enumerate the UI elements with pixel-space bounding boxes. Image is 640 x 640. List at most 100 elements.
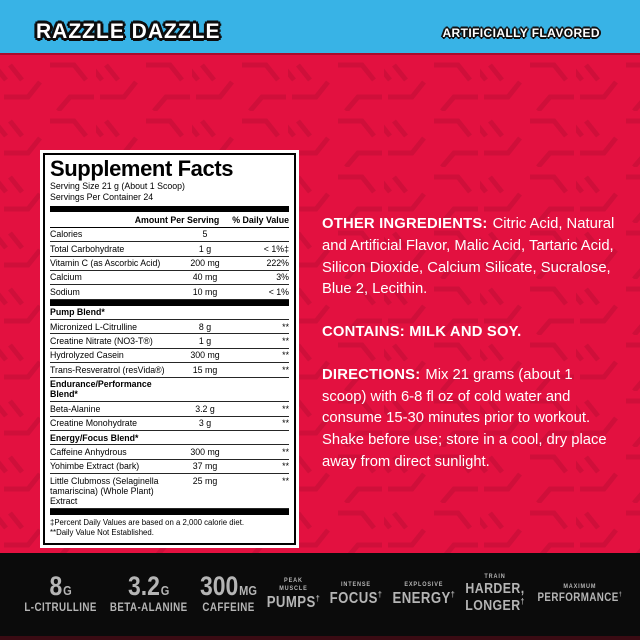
stats-bar: 8G L-CITRULLINE 3.2G BETA-ALANINE 300MG CAFFE… <box>0 553 640 640</box>
footnote-line: **Daily Value Not Established. <box>50 528 154 538</box>
table-row: Yohimbe Extract (bark) 37 mg ** <box>50 460 289 475</box>
nutrient-daily-value: ** <box>282 418 289 429</box>
supplement-facts-frame: Supplement Facts Serving Size 21 g (Abou… <box>43 153 296 546</box>
stat-item: 3.2G BETA-ALANINE <box>110 573 188 615</box>
table-row: Calories 5 <box>50 228 289 243</box>
table-divider <box>50 205 289 212</box>
nutrient-daily-value: 3% <box>276 272 289 283</box>
nutrient-daily-value: ** <box>282 364 289 375</box>
serving-size: Serving Size 21 g (About 1 Scoop) <box>50 180 185 191</box>
nutrient-name: Calcium <box>50 272 82 283</box>
table-row: Trans-Resveratrol (resVida®) 15 mg ** <box>50 363 289 378</box>
table-divider <box>50 299 289 306</box>
nutrient-amount: 300 mg <box>190 350 220 361</box>
stat-word: ENERGY† <box>392 588 455 607</box>
nutrient-amount: 1 g <box>198 335 212 346</box>
nutrient-daily-value: ** <box>282 461 289 472</box>
table-row: Hydrolyzed Casein 300 mg ** <box>50 349 289 364</box>
nutrient-name: Total Carbohydrate <box>50 243 125 254</box>
nutrient-daily-value: ** <box>282 446 289 457</box>
table-row: Micronized L-Citrulline 8 g ** <box>50 320 289 335</box>
column-header-amount: Amount Per Serving <box>134 214 220 225</box>
table-row: Calcium 40 mg 3% <box>50 271 289 286</box>
nutrient-daily-value: ** <box>282 475 289 486</box>
supplement-facts-title: Supplement Facts <box>50 156 234 181</box>
stat-kicker: MAXIMUM <box>563 582 597 590</box>
table-header-row: Amount Per Serving % Daily Value <box>50 212 289 228</box>
servings-per-container: Servings Per Container 24 <box>50 191 154 202</box>
other-ingredients-label: OTHER INGREDIENTS: <box>322 216 488 232</box>
nutrient-amount: 40 mg <box>192 272 218 283</box>
table-row: Vitamin C (as Ascorbic Acid) 200 mg 222% <box>50 257 289 271</box>
nutrient-name: Endurance/Performance Blend* <box>50 379 152 400</box>
nutrient-name: Beta-Alanine <box>50 403 101 414</box>
table-header-spacer <box>50 215 127 225</box>
nutrient-daily-value: < 1% <box>268 286 289 297</box>
nutrient-name: Hydrolyzed Casein <box>50 350 124 361</box>
stat-value: 300MG <box>199 571 257 601</box>
blend-header-row: Energy/Focus Blend* <box>50 431 289 446</box>
nutrient-amount: 3.2 g <box>195 403 215 414</box>
directions-paragraph: DIRECTIONS: Mix 21 grams (about 1 scoop) … <box>322 365 618 474</box>
label-body: Supplement Facts Serving Size 21 g (Abou… <box>0 53 640 555</box>
stat-item: 300MG CAFFEINE <box>199 571 257 615</box>
stat-kicker: EXPLOSIVE <box>403 580 443 588</box>
column-header-daily-value: % Daily Value <box>232 214 289 225</box>
nutrient-name: Creatine Nitrate (NO3-T®) <box>50 335 153 346</box>
nutrient-name: Pump Blend* <box>50 307 105 318</box>
table-divider <box>50 509 289 516</box>
contains-statement: CONTAINS: MILK AND SOY. <box>322 324 522 340</box>
bottom-edge-line <box>0 636 640 640</box>
nutrient-name: Calories <box>50 229 83 240</box>
stat-item: INTENSE FOCUS† <box>329 581 382 607</box>
nutrient-name: Trans-Resveratrol (resVida®) <box>50 364 165 375</box>
nutrient-amount: 3 g <box>198 418 212 429</box>
nutrient-name: Energy/Focus Blend* <box>50 432 139 443</box>
stat-kicker: INTENSE <box>340 580 371 588</box>
nutrient-name: Yohimbe Extract (bark) <box>50 461 140 472</box>
stat-word: FOCUS† <box>329 588 382 607</box>
nutrient-daily-value: ** <box>282 321 289 332</box>
other-ingredients-text: Citric Acid, Natural and Artificial Flav… <box>322 216 615 298</box>
top-bar: RAZZLE DAZZLE ARTIFICIALLY FLAVORED <box>0 0 640 53</box>
nutrient-daily-value: < 1%‡ <box>263 243 289 254</box>
table-row: Creatine Nitrate (NO3-T®) 1 g ** <box>50 334 289 349</box>
nutrient-name: Vitamin C (as Ascorbic Acid) <box>50 258 161 269</box>
blend-header-row: Endurance/Performance Blend* <box>50 378 289 403</box>
stat-word: PUMPS† <box>266 592 320 611</box>
nutrient-amount: 200 mg <box>190 258 220 269</box>
stat-label: CAFFEINE <box>201 602 255 614</box>
nutrient-daily-value: ** <box>282 335 289 346</box>
table-row: Beta-Alanine 3.2 g ** <box>50 402 289 417</box>
nutrient-name: Creatine Monohydrate <box>50 418 138 429</box>
info-column: OTHER INGREDIENTS: Citric Acid, Natural a… <box>322 214 618 495</box>
nutrient-amount: 300 mg <box>190 446 220 457</box>
stat-label: L-CITRULLINE <box>24 602 97 614</box>
directions-label: DIRECTIONS: <box>322 366 421 383</box>
stat-item: MAXIMUM PERFORMANCE† <box>538 583 623 604</box>
nutrient-name: Sodium <box>50 286 80 297</box>
supplement-facts-panel: Supplement Facts Serving Size 21 g (Abou… <box>40 150 299 549</box>
nutrient-name: Little Clubmoss (Selaginella tamariscina… <box>50 475 159 507</box>
nutrient-amount: 15 mg <box>192 364 218 375</box>
nutrient-amount: 1 g <box>198 243 212 254</box>
flavor-note: ARTIFICIALLY FLAVORED <box>442 26 600 40</box>
facts-rows: Calories 5 Total Carbohydrate 1 g < 1%‡ Vitam… <box>50 228 289 516</box>
stat-item: PEAK MUSCLE PUMPS† <box>266 577 319 611</box>
table-row: Total Carbohydrate 1 g < 1%‡ <box>50 242 289 257</box>
stat-kicker: PEAK MUSCLE <box>278 576 308 592</box>
stat-word: PERFORMANCE† <box>537 590 623 604</box>
stat-value: 8G <box>49 571 72 601</box>
nutrient-amount: 10 mg <box>192 286 218 297</box>
nutrient-name: Caffeine Anhydrous <box>50 446 127 457</box>
facts-footnotes: ‡Percent Daily Values are based on a 2,0… <box>50 518 289 538</box>
other-ingredients-paragraph: OTHER INGREDIENTS: Citric Acid, Natural a… <box>322 214 618 301</box>
nutrient-amount: 37 mg <box>192 461 218 472</box>
stat-kicker: TRAIN <box>484 573 506 581</box>
nutrient-amount: 25 mg <box>192 475 218 486</box>
table-row: Little Clubmoss (Selaginella tamariscina… <box>50 474 289 510</box>
table-row: Creatine Monohydrate 3 g ** <box>50 417 289 432</box>
nutrient-name: Micronized L-Citrulline <box>50 321 138 332</box>
directions-text: Mix 21 grams (about 1 scoop) with 6-8 fl… <box>322 366 607 470</box>
